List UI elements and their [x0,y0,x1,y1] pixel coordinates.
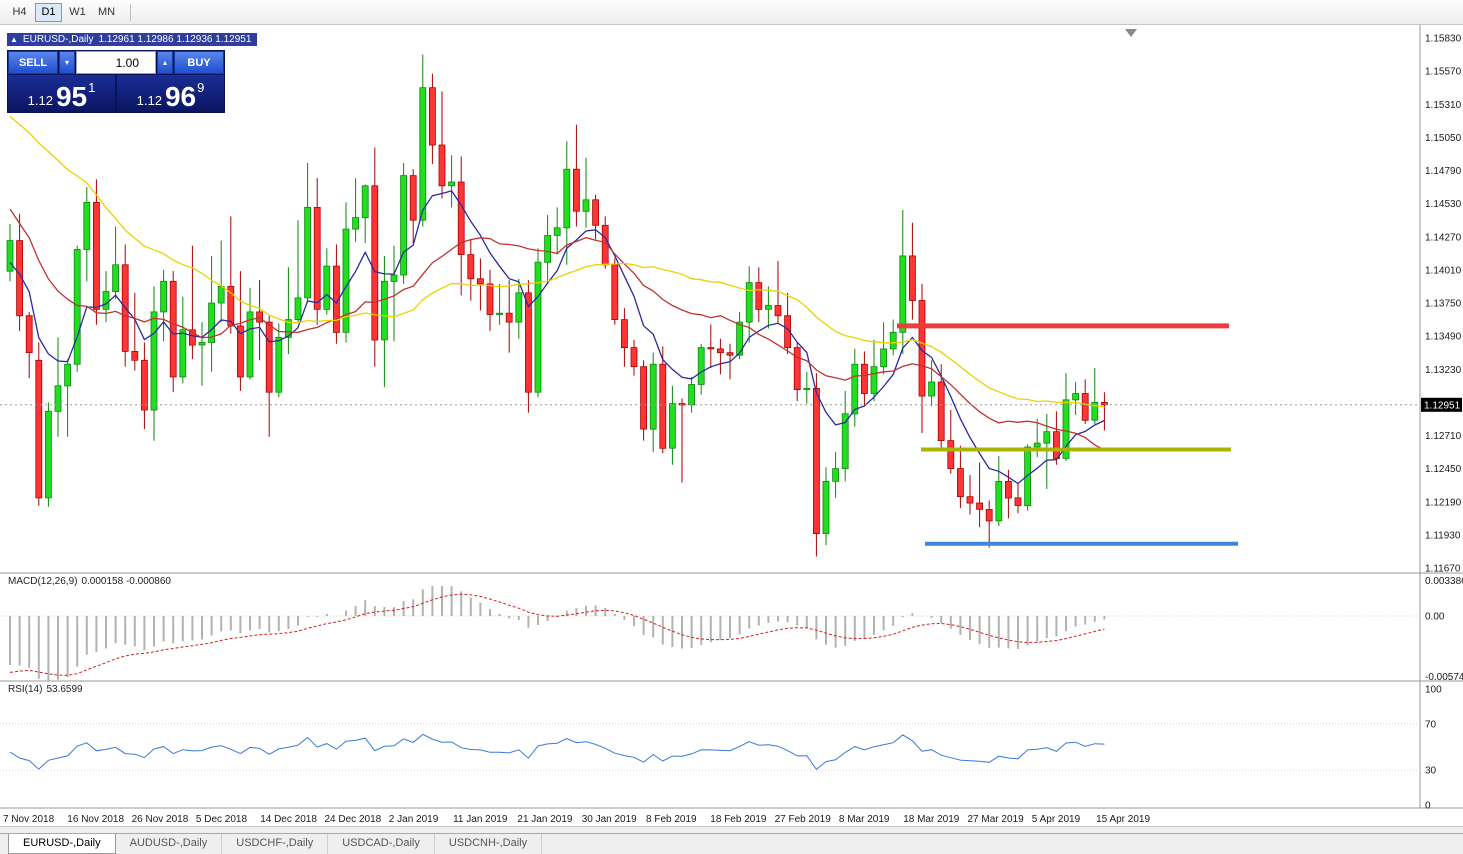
chart-canvas[interactable]: 1.15830 1.15570 1.15310 1.15050 1.14790 1.145… [0,25,1463,826]
rsi-name: RSI(14) [8,684,43,695]
buy-price-display[interactable]: 1.12 96 9 [117,75,224,112]
svg-text:18 Feb 2019: 18 Feb 2019 [710,814,767,825]
svg-text:1.15050: 1.15050 [1425,133,1462,144]
horizontal-scrollbar[interactable] [0,826,1463,833]
svg-text:1.14530: 1.14530 [1425,199,1462,210]
svg-text:16 Nov 2018: 16 Nov 2018 [67,814,124,825]
svg-text:5 Dec 2018: 5 Dec 2018 [196,814,248,825]
candles-layer [6,54,1108,557]
svg-text:1.11930: 1.11930 [1425,530,1461,541]
svg-text:1.12710: 1.12710 [1425,431,1462,442]
svg-text:18 Mar 2019: 18 Mar 2019 [903,814,960,825]
chart-symbol-period: EURUSD-,Daily [22,34,94,45]
macd-label: MACD(12,26,9) 0.000158 -0.000860 [8,576,171,587]
macd-histogram [9,585,1106,681]
svg-text:8 Mar 2019: 8 Mar 2019 [839,814,890,825]
tab-usdcnh-daily[interactable]: USDCNH-,Daily [435,834,543,854]
svg-text:1.12450: 1.12450 [1425,464,1462,475]
svg-text:21 Jan 2019: 21 Jan 2019 [517,814,572,825]
rsi-label: RSI(14) 53.6599 [8,684,83,695]
svg-text:70: 70 [1425,719,1437,730]
sell-price-pipette: 1 [88,80,96,95]
trade-controls-row: SELL ▾ ▴ BUY [8,51,224,74]
macd-signal-line [9,593,1105,676]
svg-text:0.003386: 0.003386 [1425,576,1463,587]
volume-dropdown-button[interactable]: ▾ [59,51,75,74]
svg-text:1.11670: 1.11670 [1425,564,1461,575]
svg-text:5 Apr 2019: 5 Apr 2019 [1032,814,1081,825]
svg-text:7 Nov 2018: 7 Nov 2018 [3,814,55,825]
svg-text:1.13750: 1.13750 [1425,299,1462,310]
svg-text:1.14270: 1.14270 [1425,232,1462,243]
volume-input[interactable] [76,51,156,74]
svg-text:1.12190: 1.12190 [1425,497,1462,508]
buy-price-pips: 96 [164,80,197,112]
svg-text:30 Jan 2019: 30 Jan 2019 [582,814,637,825]
current-price-marker: 1.12951 [0,397,1462,412]
svg-text:15 Apr 2019: 15 Apr 2019 [1096,814,1150,825]
tab-eurusd-daily[interactable]: EURUSD-,Daily [8,834,116,854]
svg-text:1.13490: 1.13490 [1425,332,1462,343]
rsi-scale-labels: 100 70 30 0 [1425,685,1442,812]
macd-name: MACD(12,26,9) [8,576,78,587]
tab-usdchf-daily[interactable]: USDCHF-,Daily [222,834,329,854]
svg-text:1.15830: 1.15830 [1425,34,1462,45]
svg-text:8 Feb 2019: 8 Feb 2019 [646,814,697,825]
sell-price-figure: 1.12 [27,92,53,108]
sell-price-display[interactable]: 1.12 95 1 [8,75,115,112]
svg-text:30: 30 [1425,766,1437,777]
tf-mn-button[interactable]: MN [93,3,120,22]
svg-text:24 Dec 2018: 24 Dec 2018 [325,814,382,825]
chart-title-bar: ▲ EURUSD-,Daily 1.12961 1.12986 1.12936 … [7,33,258,46]
sell-price-pips: 95 [55,80,88,112]
svg-text:0: 0 [1425,801,1431,812]
pane-separators [0,25,1463,809]
macd-scale-labels: 0.003386 0.00 -0.00574 [1425,576,1463,683]
sell-button[interactable]: SELL [8,51,58,74]
price-scale-labels: 1.15830 1.15570 1.15310 1.15050 1.14790 1.145… [1425,34,1462,575]
drawn-objects[interactable] [897,323,1238,546]
chevron-up-icon: ▴ [162,58,167,67]
macd-values: 0.000158 -0.000860 [81,576,171,587]
chart-shift-marker-icon [1125,29,1137,37]
buy-price-pipette: 9 [197,80,205,95]
svg-text:1.13230: 1.13230 [1425,365,1462,376]
svg-text:0.00: 0.00 [1425,612,1445,623]
tab-usdcad-daily[interactable]: USDCAD-,Daily [328,834,435,854]
svg-text:27 Feb 2019: 27 Feb 2019 [775,814,832,825]
svg-text:2 Jan 2019: 2 Jan 2019 [389,814,439,825]
svg-text:1.14010: 1.14010 [1425,265,1462,276]
volume-up-button[interactable]: ▴ [157,51,173,74]
rsi-line [9,733,1105,771]
chevron-down-icon: ▾ [64,58,69,67]
timeframe-toolbar: H4 D1 W1 MN [0,0,1463,25]
ma-lines [9,115,1105,485]
svg-text:14 Dec 2018: 14 Dec 2018 [260,814,317,825]
toolbar-separator [130,3,131,21]
svg-text:-0.00574: -0.00574 [1425,672,1463,683]
tf-w1-button[interactable]: W1 [64,3,91,22]
svg-text:26 Nov 2018: 26 Nov 2018 [132,814,189,825]
tf-d1-button[interactable]: D1 [35,2,62,22]
date-axis-labels: 7 Nov 2018 16 Nov 2018 26 Nov 2018 5 Dec 20… [3,814,1150,825]
svg-text:100: 100 [1425,685,1442,696]
tab-audusd-daily[interactable]: AUDUSD-,Daily [116,834,223,854]
svg-text:1.15310: 1.15310 [1425,100,1462,111]
svg-text:1.15570: 1.15570 [1425,67,1462,78]
chart-ohlc-values: 1.12961 1.12986 1.12936 1.12951 [98,34,252,45]
trade-prices-row: 1.12 95 1 1.12 96 9 [8,75,224,112]
tf-h4-button[interactable]: H4 [6,3,33,22]
collapse-triangle-icon[interactable]: ▲ [10,35,18,44]
svg-text:1.14790: 1.14790 [1425,166,1462,177]
svg-text:1.12951: 1.12951 [1424,400,1461,411]
svg-text:11 Jan 2019: 11 Jan 2019 [453,814,508,825]
rsi-value: 53.6599 [46,684,83,695]
chart-tabs-bar: EURUSD-,Daily AUDUSD-,Daily USDCHF-,Dail… [0,833,1463,854]
buy-price-figure: 1.12 [136,92,162,108]
buy-button[interactable]: BUY [174,51,224,74]
svg-text:27 Mar 2019: 27 Mar 2019 [968,814,1025,825]
one-click-trading-panel: SELL ▾ ▴ BUY 1.12 95 1 1.12 96 9 [7,50,225,113]
